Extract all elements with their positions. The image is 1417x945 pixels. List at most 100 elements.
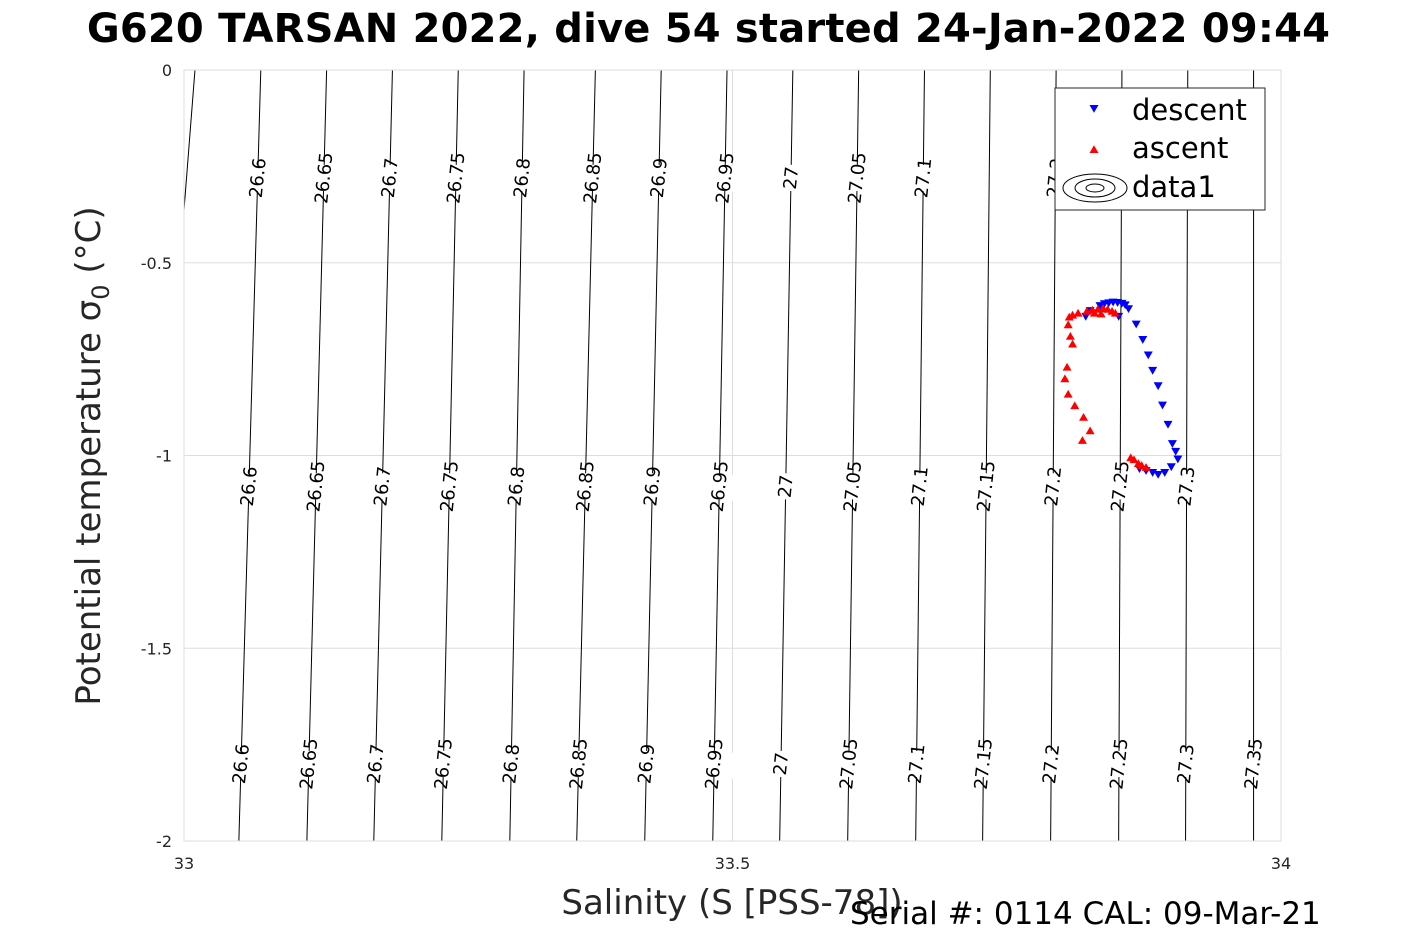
ascent-point: [1090, 308, 1100, 317]
contour-label-bg: [484, 748, 539, 780]
contour-label-bg: [288, 470, 344, 502]
contour-label-bg: [281, 748, 337, 780]
legend: descent ascent data1: [1054, 87, 1266, 211]
contour-label-bg: [1092, 470, 1148, 502]
contour-label-bg: [230, 162, 285, 194]
plot-frame: [183, 69, 1282, 842]
y-axis-label: Potential temperature σ0 (°C): [69, 206, 115, 705]
contour-label-bottom: 27.2: [1039, 743, 1064, 785]
contour-label-bg: [348, 748, 403, 780]
contour-line-26-55: [183, 69, 196, 211]
contour-label-bg: [489, 470, 544, 502]
ascent-point: [1063, 389, 1073, 398]
contour-line-26-65: [306, 69, 328, 842]
descent-point: [1081, 312, 1091, 321]
contour-label-bg: [825, 470, 880, 502]
serial-footer: Serial #: 0114 CAL: 09-Mar-21: [850, 896, 1321, 932]
contour-line-27: [779, 69, 794, 842]
descent-point: [1153, 470, 1163, 479]
contour-label-bg: [558, 470, 613, 502]
x-tick-label: 33.5: [715, 854, 751, 873]
contour-label-bg: [362, 162, 418, 194]
contour-label-middle: 27.2: [1041, 465, 1066, 507]
density-contour-labels: 26.6 26.65 26.7 26.75 26.8 26.85 26.9 26.95 27 27…: [213, 151, 1281, 791]
y-axis-label-unit: (°C): [69, 206, 109, 284]
descent-point: [1148, 469, 1158, 477]
contour-line-27-1: [915, 69, 925, 842]
contour-label-top: 26.6: [246, 157, 271, 199]
y-tick-label: 0: [162, 61, 172, 80]
y-tick-label: -2: [156, 832, 172, 851]
chart-title: G620 TARSAN 2022, dive 54 started 24-Jan…: [86, 6, 1331, 52]
contour-label-top: 27.1: [911, 157, 936, 199]
contour-label-bg: [889, 748, 944, 780]
contour-label-middle: 26.7: [370, 465, 395, 507]
descent-point: [1124, 305, 1134, 314]
ascent-point: [1129, 455, 1139, 464]
contour-label-middle: 27: [775, 474, 798, 499]
x-tick-label: 34: [1271, 854, 1291, 873]
legend-ascent-label: ascent: [1132, 131, 1228, 165]
contour-label-bg: [958, 470, 1014, 502]
contour-label-bg: [355, 470, 410, 502]
contour-label-bottom: 27.3: [1174, 743, 1199, 785]
descent-point: [1148, 366, 1158, 375]
contour-label-middle: 26.8: [504, 465, 529, 507]
contour-line-27-05: [847, 69, 860, 842]
contour-label-bg: [1158, 748, 1213, 780]
contour-label-bg: [296, 162, 352, 194]
descent-point: [1171, 447, 1181, 456]
ascent-point: [1077, 436, 1087, 444]
contour-label-bottom: 26.7: [364, 743, 389, 785]
contour-label-bg: [1159, 470, 1214, 502]
descent-point: [1158, 401, 1168, 410]
contour-line-26-85: [576, 69, 596, 842]
ascent-point: [1060, 374, 1070, 383]
ascent-point: [1065, 331, 1075, 340]
contour-label-bg: [829, 162, 885, 194]
contour-label-bg: [956, 748, 1011, 780]
contour-label-bottom: 27: [770, 751, 793, 776]
ascent-point: [1110, 308, 1120, 317]
density-contours: [183, 69, 1255, 842]
contour-line-27-15: [982, 69, 991, 842]
descent-point: [1167, 440, 1177, 448]
ascent-point: [1096, 309, 1106, 318]
descent-point: [1163, 420, 1173, 429]
contour-label-top: 26.9: [647, 157, 672, 199]
contour-label-bg: [892, 470, 947, 502]
contour-label-bg: [896, 162, 951, 194]
contour-label-bg: [763, 162, 819, 194]
contour-label-bg: [758, 470, 813, 502]
contour-line-26-75: [441, 69, 459, 842]
contour-label-bg: [697, 162, 753, 194]
contour-label-bg: [428, 162, 484, 194]
y-tick-label: -1: [156, 447, 172, 466]
contour-label-top: 26.8: [510, 157, 535, 199]
ascent-point: [1079, 412, 1089, 421]
contour-line-26-95: [712, 69, 728, 842]
contour-label-bg: [551, 748, 606, 780]
contour-label-middle: 26.6: [237, 465, 262, 507]
contour-label-top: 27: [780, 166, 803, 191]
contour-label-bg: [221, 470, 277, 502]
ascent-point: [1064, 312, 1074, 321]
descent-point: [1173, 455, 1183, 464]
ascent-point: [1063, 320, 1073, 329]
legend-descent-marker: [1089, 105, 1099, 113]
contour-label-bg: [1226, 748, 1281, 780]
y-axis-label-text: Potential temperature σ: [69, 300, 109, 706]
grid-lines: [184, 70, 1281, 841]
contour-label-bg: [686, 748, 742, 780]
contour-label-bg: [213, 748, 269, 780]
contour-label-bg: [1023, 748, 1079, 780]
contour-label-bottom: 26.6: [229, 743, 254, 785]
contour-label-bg: [625, 470, 680, 502]
x-tick-label: 33: [174, 854, 194, 873]
contour-label-bg: [1025, 470, 1081, 502]
contour-label-bg: [619, 748, 674, 780]
contour-label-bg: [631, 162, 687, 194]
contour-label-bg: [692, 470, 747, 502]
y-tick-label: -0.5: [141, 254, 172, 273]
ascent-point: [1141, 463, 1151, 471]
